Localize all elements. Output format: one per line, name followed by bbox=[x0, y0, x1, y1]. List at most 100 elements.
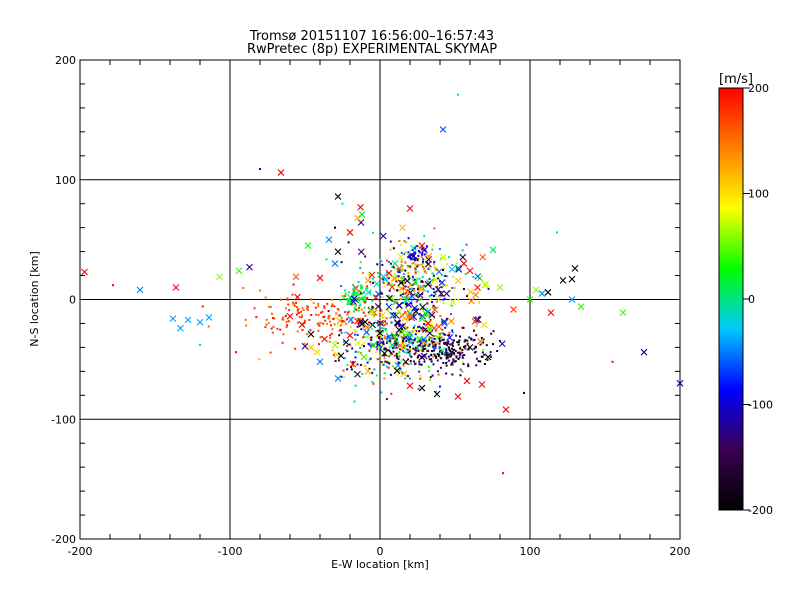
data-point-dot bbox=[334, 360, 337, 363]
scatter-points bbox=[81, 93, 684, 475]
data-point-dot bbox=[352, 291, 355, 294]
data-point-dot bbox=[406, 375, 409, 378]
data-point-dot bbox=[418, 313, 421, 316]
data-point-dot bbox=[371, 343, 374, 346]
data-point-dot bbox=[389, 354, 392, 357]
data-point-dot bbox=[338, 354, 341, 357]
data-point-dot bbox=[418, 370, 421, 373]
data-point-dot bbox=[439, 366, 442, 369]
data-point-dot bbox=[390, 334, 393, 337]
data-point-dot bbox=[405, 304, 408, 307]
data-point-dot bbox=[409, 359, 412, 362]
data-point-dot bbox=[401, 268, 404, 271]
data-point-x bbox=[446, 334, 454, 341]
data-point-dot bbox=[387, 349, 390, 352]
colorbar-ticks: 200 100 0 -100 -200 bbox=[743, 82, 773, 517]
data-point-dot bbox=[359, 352, 362, 355]
data-point-x bbox=[354, 339, 361, 347]
data-point-dot bbox=[359, 290, 362, 293]
data-point-x bbox=[455, 266, 463, 273]
data-point-dot bbox=[445, 284, 448, 287]
data-point-dot bbox=[414, 333, 417, 336]
data-point-dot bbox=[368, 367, 371, 370]
data-point-dot bbox=[448, 256, 451, 259]
data-point-dot bbox=[359, 303, 362, 306]
data-point-dot bbox=[475, 346, 478, 349]
data-point-dot bbox=[434, 343, 437, 346]
data-point-dot bbox=[398, 356, 401, 359]
data-point-dot bbox=[402, 277, 405, 280]
data-point-dot bbox=[354, 290, 357, 293]
data-point-dot bbox=[414, 362, 417, 365]
data-point-x bbox=[435, 268, 443, 276]
data-point-dot bbox=[451, 363, 454, 366]
data-point-x bbox=[388, 294, 396, 302]
data-point-dot bbox=[385, 259, 388, 262]
data-point-dot bbox=[331, 349, 334, 352]
data-point-dot bbox=[359, 363, 362, 366]
data-point-dot bbox=[421, 293, 424, 296]
data-point-dot bbox=[392, 247, 395, 250]
data-point-dot bbox=[441, 274, 444, 277]
data-point-dot bbox=[324, 319, 327, 322]
data-point-dot bbox=[430, 340, 433, 343]
data-point-x bbox=[481, 281, 489, 289]
data-point-dot bbox=[438, 342, 441, 345]
data-point-dot bbox=[483, 363, 486, 366]
y-tick-label: 100 bbox=[55, 174, 76, 187]
data-point-dot bbox=[330, 332, 333, 335]
data-point-dot bbox=[389, 248, 392, 251]
data-point-dot bbox=[386, 361, 389, 364]
data-point-dot bbox=[453, 360, 456, 363]
data-point-dot bbox=[428, 277, 431, 280]
x-tick-label: 100 bbox=[520, 545, 541, 558]
data-point-dot bbox=[423, 360, 426, 363]
data-point-dot bbox=[414, 269, 417, 272]
data-point-dot bbox=[428, 379, 431, 382]
data-point-dot bbox=[268, 305, 271, 308]
data-point-dot bbox=[432, 363, 435, 366]
data-point-dot bbox=[403, 324, 406, 327]
data-point-dot bbox=[414, 267, 417, 270]
data-point-dot bbox=[440, 257, 443, 260]
data-point-dot bbox=[417, 354, 420, 357]
data-point-dot bbox=[369, 357, 372, 360]
y-tick-labels: -200 -100 0 100 200 bbox=[51, 54, 76, 546]
data-point-x bbox=[334, 193, 342, 200]
data-point-dot bbox=[323, 307, 326, 310]
data-point-dot bbox=[380, 327, 383, 330]
data-point-dot bbox=[409, 353, 412, 356]
data-point-dot bbox=[401, 349, 404, 352]
data-point-dot bbox=[421, 253, 424, 256]
data-point-dot bbox=[353, 333, 356, 336]
data-point-dot bbox=[436, 285, 439, 288]
data-point-dot bbox=[412, 326, 415, 329]
data-point-dot bbox=[405, 339, 408, 342]
data-point-dot bbox=[416, 347, 419, 350]
data-point-dot bbox=[376, 341, 379, 344]
data-point-x bbox=[374, 290, 382, 298]
data-point-dot bbox=[415, 293, 418, 296]
data-point-dot bbox=[409, 255, 412, 258]
data-point-dot bbox=[434, 347, 437, 350]
data-point-dot bbox=[386, 271, 389, 274]
data-point-dot bbox=[451, 341, 454, 344]
data-point-dot bbox=[424, 347, 427, 350]
data-point-dot bbox=[410, 287, 413, 290]
data-point-dot bbox=[296, 310, 299, 313]
data-point-dot bbox=[350, 368, 353, 371]
data-point-dot bbox=[320, 311, 323, 314]
data-point-dot bbox=[444, 326, 447, 329]
data-point-dot bbox=[446, 361, 449, 364]
data-point-dot bbox=[341, 295, 344, 298]
data-point-dot bbox=[414, 348, 417, 351]
data-point-dot bbox=[464, 347, 467, 350]
data-point-dot bbox=[408, 338, 411, 341]
data-point-dot bbox=[348, 343, 351, 346]
data-point-dot bbox=[383, 285, 386, 288]
data-point-dot bbox=[327, 315, 330, 318]
data-point-dot bbox=[420, 256, 423, 259]
data-point-x bbox=[294, 293, 301, 301]
data-point-dot bbox=[429, 376, 432, 379]
data-point-x bbox=[374, 303, 382, 310]
